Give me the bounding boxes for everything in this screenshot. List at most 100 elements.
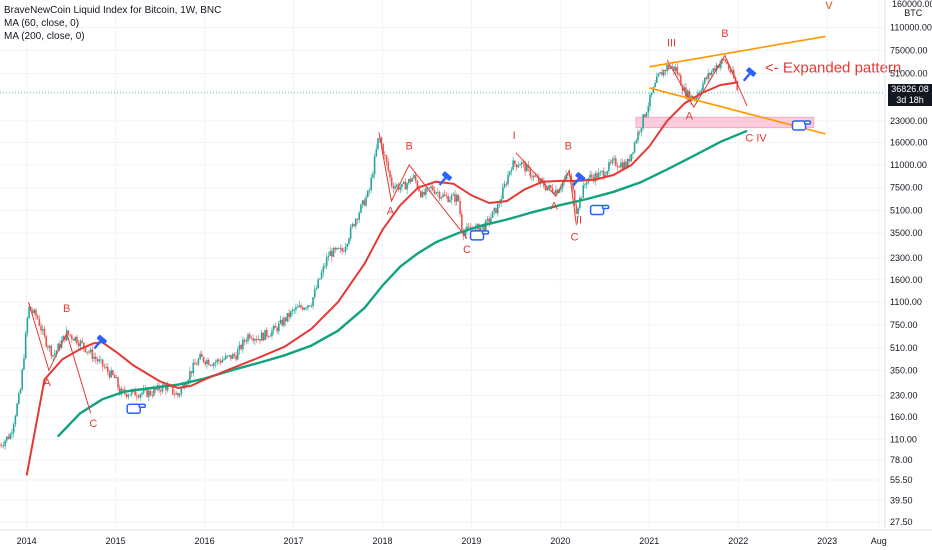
candle-body	[486, 218, 489, 221]
candle-body	[366, 190, 369, 198]
candle-body	[81, 340, 83, 343]
candle-body	[478, 224, 480, 233]
candle-body	[532, 175, 535, 178]
currency-unit: BTC	[904, 8, 923, 18]
wave-label: A	[43, 377, 51, 389]
candle-body	[242, 339, 244, 349]
candle-body	[490, 217, 492, 223]
candle-body	[544, 186, 547, 191]
candle-body	[688, 90, 691, 101]
candle-body	[324, 265, 326, 267]
candle-body	[211, 364, 213, 366]
candle-body	[336, 247, 338, 250]
wave-label: C	[89, 418, 97, 430]
candle-body	[118, 387, 121, 395]
candle-body	[452, 194, 455, 196]
candle-body	[715, 65, 718, 71]
chart-grid	[0, 0, 885, 530]
candle-body	[231, 354, 234, 359]
candle-body	[505, 183, 508, 185]
candle-body	[76, 336, 78, 344]
candle-body	[71, 335, 73, 339]
candle-body	[721, 59, 723, 64]
candle-body	[228, 354, 231, 356]
candle-body	[541, 178, 544, 182]
candle-body	[108, 371, 111, 378]
candle-body	[656, 76, 658, 83]
candle-body	[736, 82, 739, 91]
candle-body	[293, 309, 296, 311]
candle-body	[331, 251, 333, 257]
candle-body	[515, 164, 518, 168]
y-tick-label: 230.00	[890, 390, 918, 400]
chart-title: BraveNewCoin Liquid Index for Bitcoin, 1…	[4, 5, 222, 16]
hammer-icon	[742, 67, 757, 82]
candle-body	[484, 220, 487, 232]
y-tick-label: 1100.00	[890, 297, 922, 307]
candle-body	[650, 92, 653, 95]
candle-body	[667, 64, 670, 70]
candle-body	[65, 330, 68, 341]
candle-body	[24, 333, 27, 359]
candle-body	[467, 226, 470, 228]
candle-body	[64, 335, 66, 341]
candle-body	[560, 187, 562, 190]
candle-body	[67, 330, 70, 335]
candle-body	[606, 171, 609, 175]
candle-body	[226, 355, 229, 357]
candle-body	[450, 195, 453, 200]
candle-body	[673, 66, 675, 71]
candle-body	[392, 185, 395, 189]
candle-body	[517, 165, 520, 168]
candle-body	[602, 170, 605, 177]
candle-body	[614, 158, 617, 166]
candle-body	[209, 364, 212, 366]
candle-body	[264, 329, 266, 341]
candle-body	[62, 335, 65, 341]
candle-body	[585, 182, 588, 185]
candle-body	[272, 325, 275, 331]
candle-body	[2, 445, 5, 447]
candle-body	[408, 178, 410, 184]
candle-body	[47, 346, 49, 348]
hammer-icon	[93, 334, 107, 350]
candle-body	[94, 356, 97, 360]
candle-body	[283, 317, 285, 326]
candle-body	[700, 90, 703, 93]
candle-body	[597, 172, 600, 179]
x-tick-label: 2019	[461, 536, 481, 546]
candle-body	[406, 183, 408, 190]
candle-body	[319, 278, 321, 280]
candle-body	[240, 344, 242, 349]
candle-body	[100, 359, 102, 361]
candle-body	[190, 371, 193, 374]
candle-body	[514, 160, 516, 165]
candle-body	[343, 251, 345, 252]
y-tick-label: 75000.00	[890, 45, 928, 55]
candle-body	[317, 279, 319, 288]
candle-body	[153, 388, 155, 396]
candle-body	[579, 197, 581, 209]
candle-body	[325, 257, 328, 266]
candle-body	[243, 339, 246, 342]
candle-body	[348, 238, 350, 245]
candle-body	[52, 355, 54, 357]
candle-body	[260, 332, 263, 341]
candle-body	[401, 183, 403, 188]
candle-body	[608, 162, 610, 172]
candle-body	[112, 370, 114, 375]
candle-body	[438, 192, 441, 199]
hand-finger	[481, 230, 490, 235]
x-axis-ticks: 2014 2015 2016 2017 2018 2019 2020 2021 2022 2023…	[17, 536, 887, 546]
candle-body	[466, 226, 468, 232]
candle-body	[621, 162, 624, 169]
candle-body	[301, 307, 304, 310]
candle-body	[14, 416, 17, 425]
candle-body	[461, 214, 463, 230]
y-tick-label: 510.00	[890, 343, 918, 353]
hammer-head	[441, 171, 453, 181]
expanded-pattern-annotation: <- Expanded pattern	[765, 59, 901, 76]
candle-body	[33, 309, 36, 313]
